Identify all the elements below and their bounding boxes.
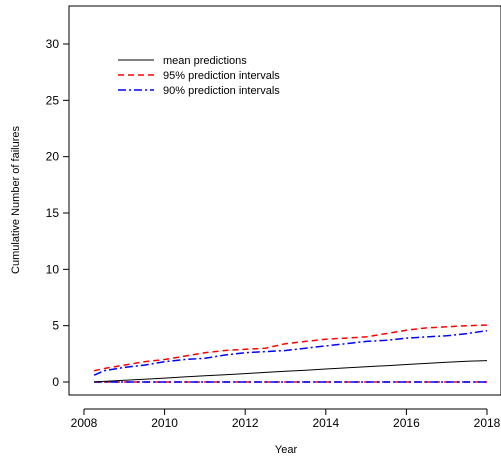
y-tick-label: 0	[52, 375, 59, 389]
x-tick-label: 2010	[151, 416, 178, 430]
x-axis-label: Year	[275, 444, 298, 456]
y-tick-label: 30	[46, 37, 60, 51]
y-axis: 0 5 10 15 20 25 30	[46, 37, 70, 389]
y-tick-label: 20	[46, 150, 60, 164]
legend-label-mean: mean predictions	[163, 55, 247, 67]
series-layer	[93, 324, 488, 383]
y-tick-label: 25	[46, 93, 60, 107]
plot-frame	[68, 5, 501, 396]
upper-95-interval-line	[93, 324, 488, 372]
x-tick-label: 2016	[393, 416, 420, 430]
y-tick-label: 10	[46, 262, 60, 276]
legend: mean predictions 95% prediction interval…	[118, 55, 280, 97]
legend-label-90: 90% prediction intervals	[163, 85, 280, 97]
upper-90-interval-line	[93, 329, 488, 376]
mean-predictions-line	[94, 360, 488, 383]
x-tick-label: 2008	[71, 416, 98, 430]
y-axis-label: Cumulative Number of failures	[10, 126, 22, 274]
x-tick-label: 2012	[232, 416, 259, 430]
x-tick-label: 2014	[312, 416, 339, 430]
legend-label-95: 95% prediction intervals	[163, 70, 280, 82]
y-tick-label: 5	[52, 319, 59, 333]
x-axis: 2008 2010 2012 2014 2016 2018	[71, 408, 501, 430]
y-tick-label: 15	[46, 206, 60, 220]
x-tick-label: 2018	[474, 416, 501, 430]
